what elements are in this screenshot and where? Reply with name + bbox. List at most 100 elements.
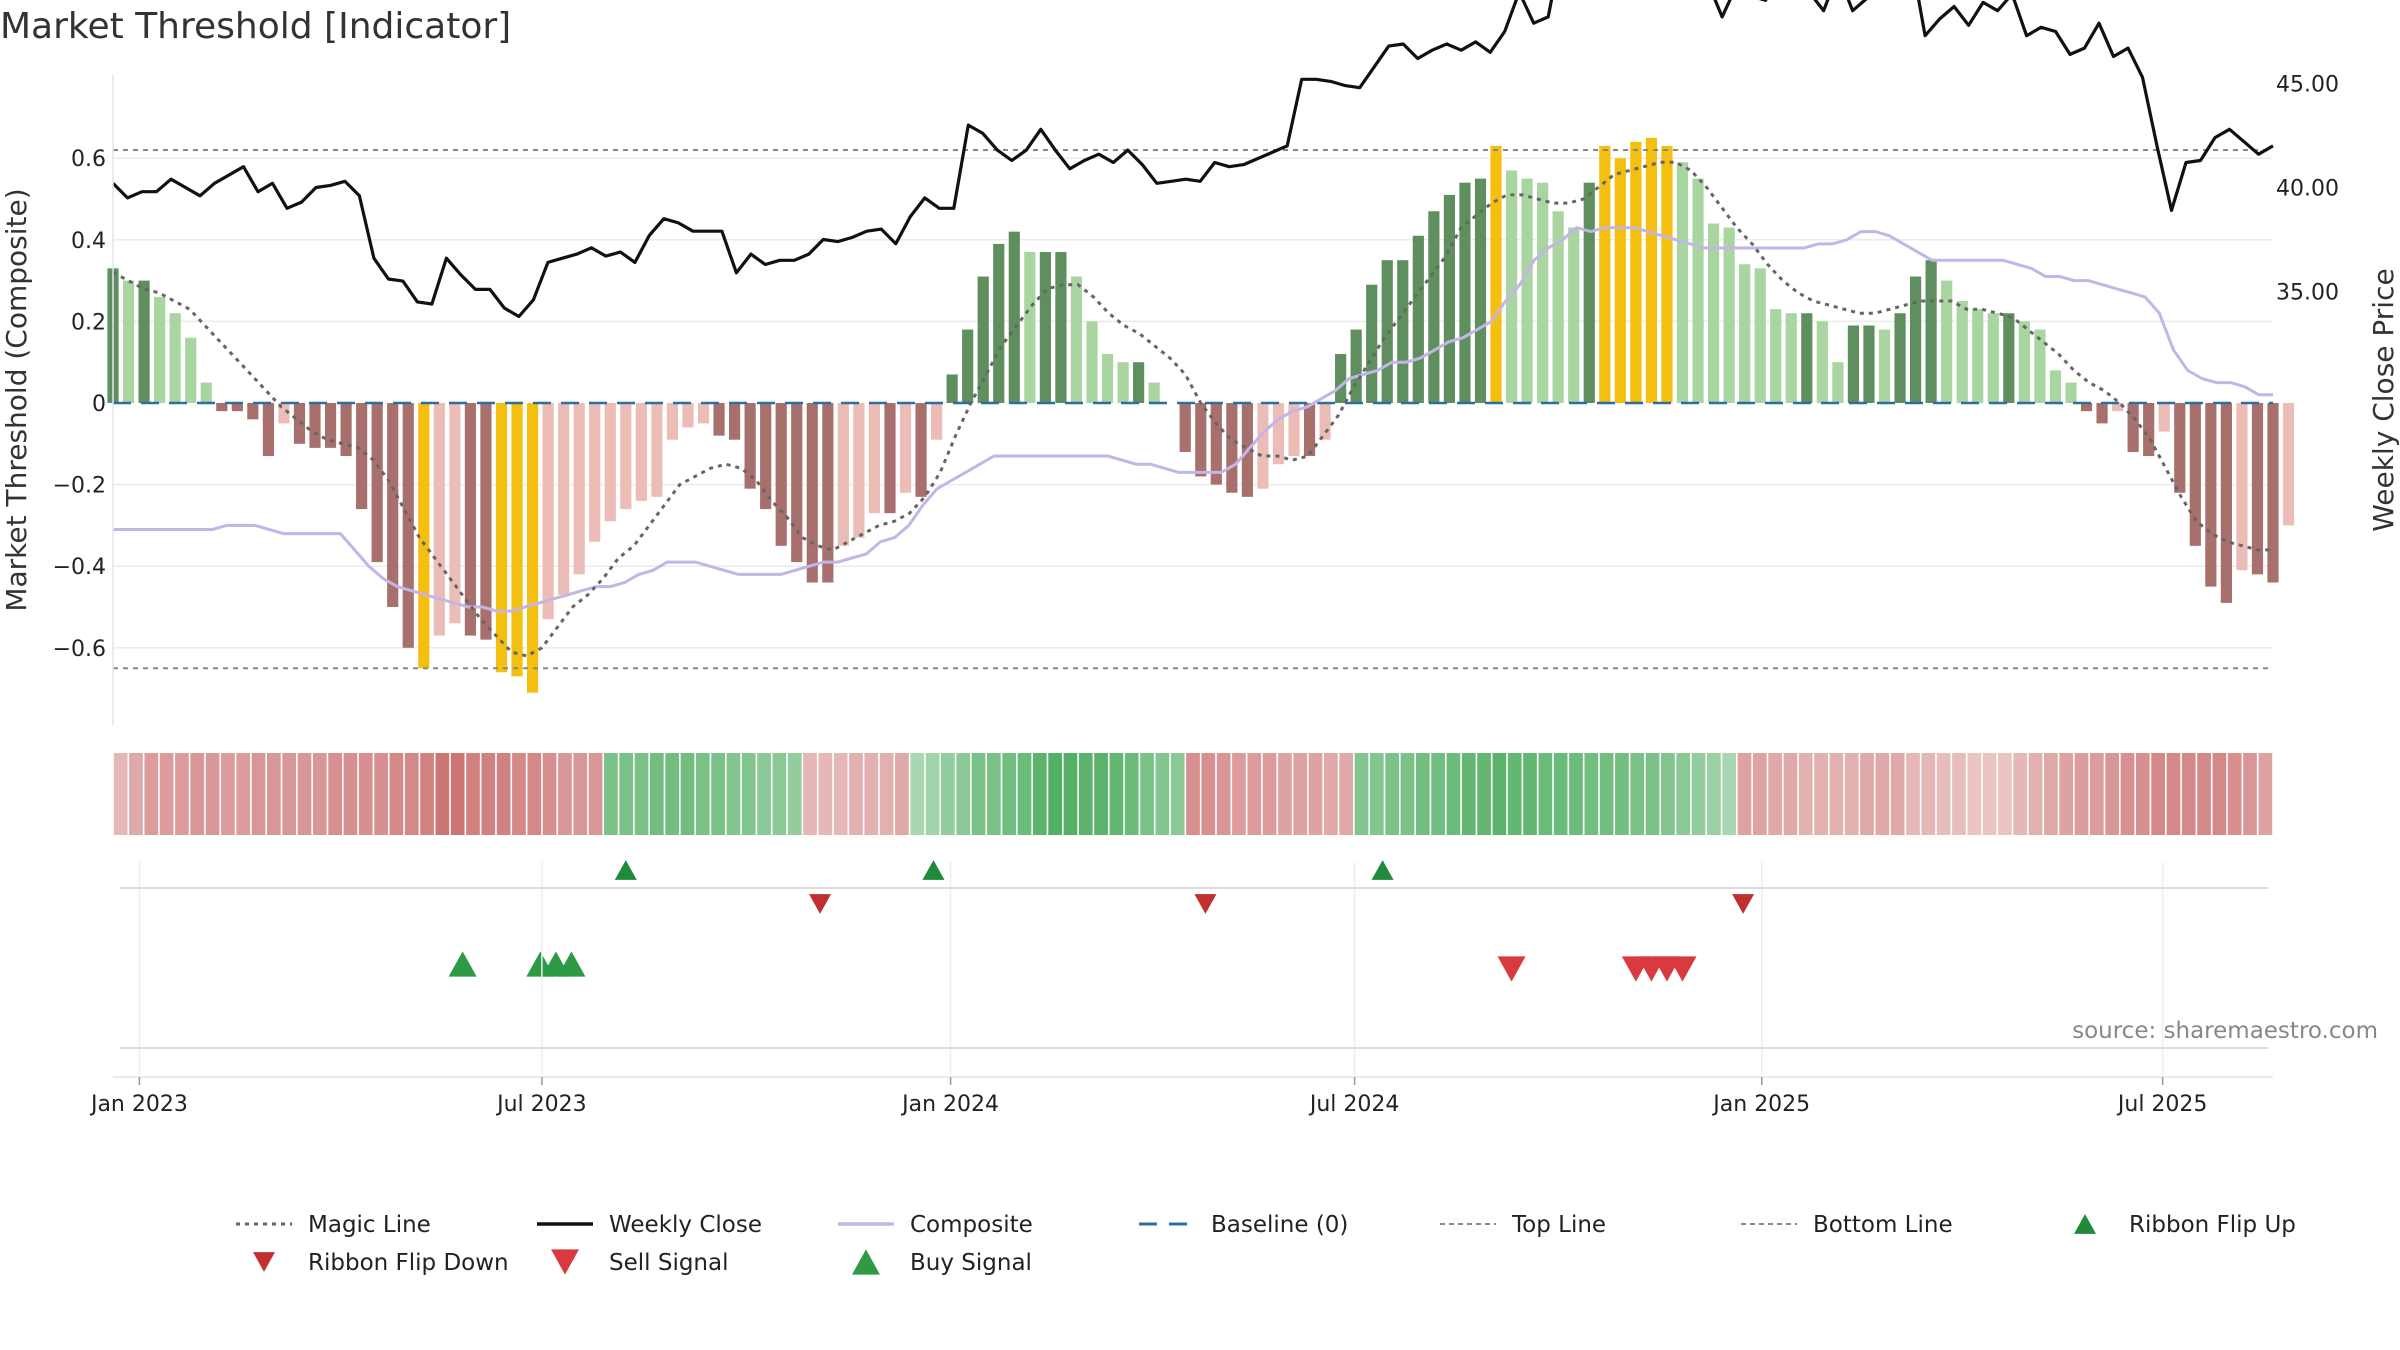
ribbon-cell: [496, 753, 511, 835]
ribbon-cell: [2059, 753, 2074, 835]
ribbon-cell: [1829, 753, 1844, 835]
ribbon-cell: [711, 753, 725, 835]
signal-markers: [448, 860, 1755, 982]
composite-bar: [1956, 301, 1968, 403]
ribbon-cell: [358, 753, 373, 835]
ribbon-cell: [680, 753, 695, 835]
legend-swatch-triangle: [2074, 1214, 2096, 1234]
composite-bar: [247, 403, 259, 420]
composite-bar: [371, 403, 383, 563]
buy-signal-marker: [557, 951, 586, 977]
ribbon-cell: [389, 753, 404, 835]
sell-signal-marker: [1668, 956, 1697, 982]
composite-bar: [666, 403, 679, 440]
composite-bar: [1583, 182, 1595, 403]
composite-bar: [558, 403, 570, 595]
ribbon-cell: [2258, 753, 2273, 835]
legend-label: Baseline (0): [1211, 1212, 1348, 1238]
ribbon-cell: [1247, 753, 1262, 835]
composite-bar: [2251, 403, 2264, 575]
composite-bar: [1272, 403, 1285, 465]
composite-bar: [278, 403, 290, 424]
ribbon-cell: [512, 753, 526, 835]
composite-bar: [728, 403, 741, 440]
ribbon-cell: [849, 753, 863, 835]
ribbon-cell: [1369, 753, 1384, 835]
ribbon-cell: [925, 753, 940, 835]
ribbon-cell: [1324, 753, 1338, 835]
ribbon-flip-up-marker: [614, 860, 637, 880]
composite-bar: [1676, 162, 1689, 403]
ribbon-cell: [2074, 753, 2089, 835]
composite-bar: [1599, 145, 1611, 403]
legend-swatch-triangle: [852, 1249, 880, 1275]
ribbon-cell: [1186, 753, 1200, 835]
composite-bar: [884, 403, 896, 514]
legend-item: Baseline (0): [1139, 1212, 1348, 1238]
ribbon-cell: [2181, 753, 2196, 835]
ribbon-cell: [1201, 753, 1216, 835]
composite-bar: [1101, 354, 1114, 403]
composite-bar: [868, 403, 881, 514]
ribbon-cell: [1752, 753, 1767, 835]
x-tick-label: Jan 2024: [900, 1092, 999, 1117]
ribbon-cell: [895, 753, 909, 835]
ribbon-cell: [129, 753, 143, 835]
composite-bar: [387, 403, 399, 607]
composite-bar: [1397, 260, 1409, 403]
composite-bar: [1459, 182, 1471, 403]
composite-bar: [2080, 403, 2093, 412]
composite-bar: [1195, 403, 1207, 477]
ribbon-cell: [266, 753, 281, 835]
composite-bar: [1707, 223, 1720, 403]
ribbon-flip-down-marker: [1194, 894, 1217, 914]
ribbon-cell: [1584, 753, 1599, 835]
ribbon-cell: [1385, 753, 1400, 835]
composite-bar: [1070, 276, 1083, 403]
ribbon-cell: [1798, 753, 1813, 835]
composite-bar: [946, 374, 958, 403]
composite-bar: [1350, 329, 1362, 403]
composite-bar: [185, 337, 197, 403]
ribbon-cell: [113, 753, 128, 835]
ribbon-cell: [1032, 753, 1047, 835]
composite-bar: [1210, 403, 1222, 485]
ribbon-cell: [481, 753, 496, 835]
ribbon-cell: [1170, 753, 1185, 835]
ribbon-cell: [1523, 753, 1537, 835]
legend-item: Magic Line: [236, 1212, 431, 1238]
legend-swatch-triangle: [253, 1252, 275, 1272]
ribbon-cell: [1278, 753, 1292, 835]
composite-bar: [1133, 362, 1145, 403]
x-tick-label: Jul 2024: [1308, 1092, 1400, 1117]
ribbon-cell: [312, 753, 327, 835]
ribbon-cell: [2227, 753, 2242, 835]
ribbon-cell: [1569, 753, 1583, 835]
composite-bar: [200, 382, 212, 403]
ribbon-cell: [1017, 753, 1032, 835]
composite-bar: [1987, 313, 1999, 403]
composite-bar: [293, 403, 306, 444]
ribbon-cell: [787, 753, 802, 835]
ribbon-cell: [1492, 753, 1507, 835]
ribbon-cell: [1737, 753, 1752, 835]
composite-bar: [1335, 354, 1347, 403]
ribbon-cell: [757, 753, 771, 835]
composite-bar: [1972, 309, 1984, 403]
composite-bar: [1739, 264, 1751, 403]
ribbon-cell: [1630, 753, 1645, 835]
ribbon-cell: [1967, 753, 1982, 835]
ribbon-cell: [956, 753, 971, 835]
composite-bar: [433, 403, 445, 636]
ribbon-cell: [986, 753, 1001, 835]
composite-bar: [1008, 231, 1020, 403]
composite-bar: [1770, 309, 1782, 403]
ribbon-cell: [803, 753, 817, 835]
right-tick-label: 45.00: [2276, 73, 2339, 98]
ribbon-cell: [772, 753, 787, 835]
composite-bar: [1303, 403, 1316, 457]
ribbon-cell: [466, 753, 480, 835]
composite-bar: [589, 403, 601, 542]
legend-item: Ribbon Flip Down: [253, 1250, 509, 1276]
composite-bar: [2220, 403, 2232, 603]
